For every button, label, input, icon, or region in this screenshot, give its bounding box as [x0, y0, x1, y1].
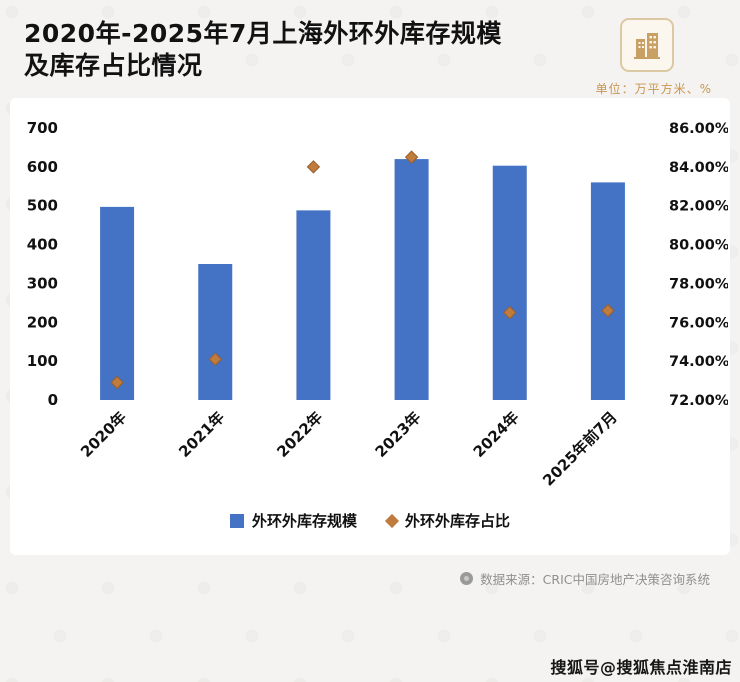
chart-header: 2020年-2025年7月上海外环外库存规模 及库存占比情况 单位：万平方米、% [0, 0, 740, 96]
bar [394, 159, 429, 400]
x-axis-category-label: 2024年 [470, 408, 523, 461]
source-dot-icon [460, 572, 474, 585]
bar [100, 206, 135, 400]
diamond-marker [208, 352, 222, 366]
right-axis-tick-label: 78.00% [669, 276, 728, 292]
left-axis-tick-label: 100 [27, 352, 58, 370]
right-axis-tick-label: 84.00% [669, 160, 728, 176]
left-axis-tick-label: 700 [27, 119, 58, 137]
right-axis-tick-label: 74.00% [669, 354, 728, 370]
right-axis-tick-label: 72.00% [669, 393, 728, 409]
diamond-marker [503, 305, 517, 320]
page-title: 2020年-2025年7月上海外环外库存规模 及库存占比情况 [24, 18, 584, 82]
left-axis-tick-label: 0 [48, 391, 58, 409]
right-axis-tick-label: 86.00% [669, 121, 728, 137]
left-axis-tick-label: 500 [27, 197, 58, 215]
title-line-1: 2020年-2025年7月上海外环外库存规模 [24, 19, 502, 48]
x-axis-category-label: 2025年前7月 [539, 408, 620, 489]
right-axis-tick-label: 80.00% [669, 238, 728, 254]
unit-label: 单位：万平方米、% [595, 82, 712, 96]
legend-item-bars: 外环外库存规模 [229, 510, 357, 531]
bar [296, 210, 331, 400]
logo-badge [620, 18, 674, 72]
legend-markers-label: 外环外库存占比 [405, 512, 511, 530]
left-axis-tick-label: 400 [27, 236, 58, 254]
chart-canvas: 0 100 200 300 400 500 600 700 72.00% 74.00% 76.00%… [27, 119, 730, 490]
right-axis-tick-label: 82.00% [669, 199, 728, 215]
x-axis-category-label: 2021年 [175, 408, 228, 461]
x-axis-category-label: 2023年 [372, 408, 425, 461]
diamond-marker [601, 303, 615, 318]
chart-legend: 外环外库存规模 外环外库存占比 [12, 508, 728, 545]
left-axis-tick-label: 200 [27, 313, 58, 331]
diamond-marker [306, 160, 321, 174]
right-axis-tick-label: 76.00% [669, 315, 728, 331]
bar-swatch-icon [229, 513, 244, 528]
title-line-2: 及库存占比情况 [24, 51, 203, 80]
left-axis-tick-label: 300 [27, 274, 58, 292]
legend-bars-label: 外环外库存规模 [251, 512, 357, 530]
data-source-row: 数据来源：CRIC中国房地产决策咨询系统 [0, 569, 710, 588]
bar [590, 182, 625, 400]
x-axis-category-label: 2022年 [273, 408, 326, 461]
legend-item-markers: 外环外库存占比 [384, 510, 511, 531]
data-source-text: 数据来源：CRIC中国房地产决策咨询系统 [480, 572, 710, 587]
diamond-marker [404, 150, 419, 164]
watermark-text: 搜狐号@搜狐焦点淮南店 [550, 658, 732, 677]
x-axis-category-label: 2020年 [77, 408, 130, 461]
bar [198, 264, 233, 400]
chart-panel: 0 100 200 300 400 500 600 700 72.00% 74.00% 76.00%… [10, 98, 730, 555]
left-axis-tick-label: 600 [27, 158, 58, 176]
diamond-marker [110, 375, 124, 390]
building-icon [634, 33, 660, 59]
bar [492, 165, 527, 400]
diamond-marker-icon [384, 513, 400, 528]
